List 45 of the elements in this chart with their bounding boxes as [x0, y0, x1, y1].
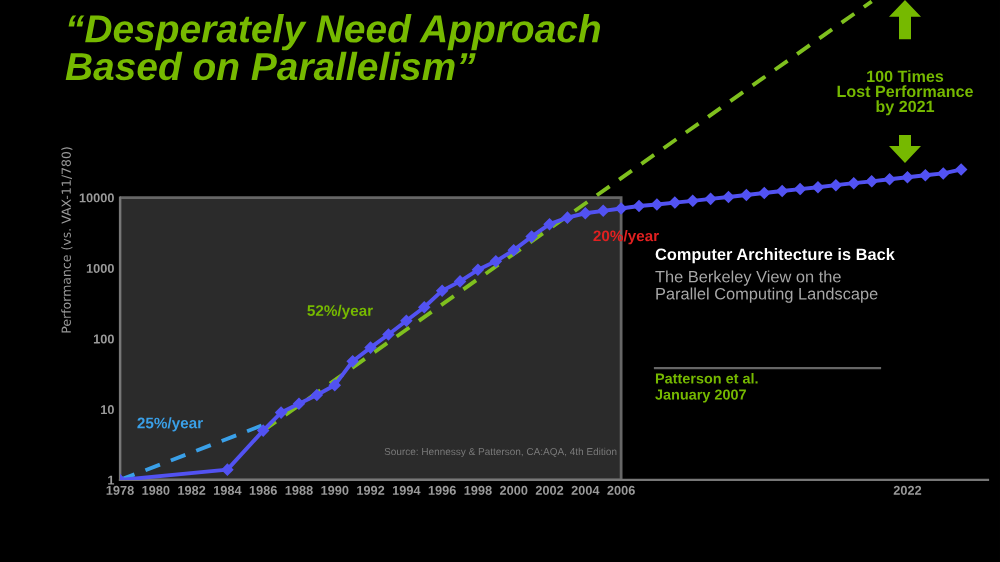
- point: [937, 167, 949, 180]
- point: [275, 406, 287, 419]
- point: [776, 185, 788, 197]
- point: [472, 264, 484, 276]
- point: [293, 398, 305, 410]
- annotation: 100 Times Lost Performance by 2021: [837, 70, 973, 116]
- point: [490, 255, 502, 268]
- point: [758, 187, 770, 199]
- point: [364, 341, 377, 354]
- text: “Desperately Need Approach Based on Parallelism”: [65, 14, 601, 81]
- point: [704, 193, 717, 205]
- point: [830, 179, 842, 191]
- point: [955, 163, 967, 176]
- point: [418, 301, 430, 313]
- point: [454, 275, 466, 288]
- point: [597, 205, 609, 217]
- point: [346, 355, 359, 367]
- point: [794, 183, 806, 195]
- point: [615, 202, 627, 215]
- point: [812, 181, 824, 193]
- point: [525, 230, 538, 243]
- point: [311, 389, 323, 401]
- annotation: Computer Architecture is Back: [655, 248, 895, 264]
- point: [633, 200, 645, 212]
- point: [686, 195, 699, 207]
- point: [561, 211, 574, 224]
- point: [651, 198, 663, 211]
- point: [508, 244, 520, 256]
- point: [722, 191, 735, 203]
- annotation: The Berkeley View on the Parallel Computing Landscape: [655, 270, 878, 303]
- point: [382, 328, 395, 341]
- point: [543, 218, 556, 230]
- point: [257, 424, 269, 437]
- point: [400, 315, 413, 327]
- point: [883, 173, 896, 185]
- point: [919, 169, 932, 182]
- point: [740, 189, 753, 201]
- point: [865, 175, 878, 188]
- point: [329, 379, 341, 391]
- point: [579, 207, 592, 219]
- point: [436, 284, 448, 297]
- point: [221, 463, 234, 476]
- point: [901, 171, 914, 183]
- point: [848, 177, 860, 189]
- point: [669, 196, 681, 209]
